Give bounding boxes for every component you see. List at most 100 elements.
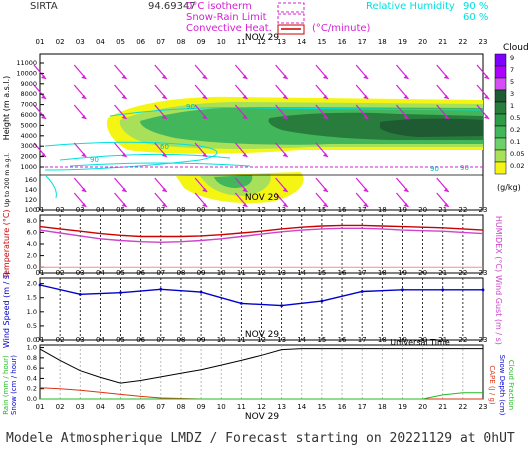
wind-speed-point	[481, 288, 485, 292]
rain-hour-13: 13	[277, 336, 286, 344]
wind-hour-15: 15	[317, 269, 326, 277]
top-hour-label-21: 21	[438, 38, 447, 46]
panel2-ylabel: Temperature (°C)	[2, 209, 11, 279]
bottom-hour-09: 09	[197, 403, 206, 411]
temp-tick-0.0: 0.0	[27, 263, 37, 271]
bottom-hour-04: 04	[96, 403, 105, 411]
bottom-hour-13: 13	[277, 403, 286, 411]
wind-hour-18: 18	[378, 269, 387, 277]
wind-arrow-head	[242, 153, 248, 157]
wind-hour-08: 08	[176, 269, 185, 277]
top-hour-label-08: 08	[176, 38, 185, 46]
wind-arrow-head	[121, 115, 127, 119]
rain-hour-07: 07	[156, 336, 165, 344]
temp-hour-20: 20	[418, 206, 427, 214]
panel4-xlabel: Universal Time	[390, 338, 450, 347]
wind-arrow-head	[242, 115, 248, 119]
rain-hour-06: 06	[136, 336, 145, 344]
wind-arrow-head	[41, 95, 46, 99]
colorbar: 9 7 5 3 1 0.5 0.2 0.1 0.05 0.02	[494, 53, 524, 175]
top-hour-label-19: 19	[398, 38, 407, 46]
temp-hour-19: 19	[398, 206, 407, 214]
top-hour-label-14: 14	[297, 38, 306, 46]
wind-arrow-head	[121, 188, 127, 192]
top-hour-label-20: 20	[418, 38, 427, 46]
rain-hour-01: 01	[36, 336, 45, 344]
top-hour-label-23: 23	[479, 38, 488, 46]
top-hour-label-15: 15	[317, 38, 326, 46]
wind-arrow-head	[363, 115, 369, 119]
temp-tick-2.0: 2.0	[27, 252, 37, 260]
wind-arrow-head	[322, 153, 328, 157]
temp-hour-11: 11	[237, 206, 246, 214]
isotherm-legend-label: 0°C isotherm	[186, 1, 252, 12]
rain-hour-17: 17	[358, 336, 367, 344]
cloud-contour-low-dark	[214, 175, 253, 188]
panel3-ylabel: Wind Speed (m / s)	[2, 272, 11, 348]
wind-arrow-head	[322, 95, 328, 99]
temp-tick-4.0: 4.0	[27, 240, 37, 248]
colorbar-tick-1: 7	[510, 66, 514, 74]
bottom-hour-22: 22	[458, 403, 467, 411]
bottom-hour-23: 23	[479, 403, 488, 411]
convective-legend-label: Convective Heat.	[186, 23, 272, 34]
wind-arrow-head	[282, 95, 288, 99]
wind-speed-point	[320, 299, 324, 303]
wind-arrow-head	[202, 115, 208, 119]
agl-tick-140: 140	[25, 186, 37, 194]
height-tick-7000: 7000	[20, 101, 37, 109]
top-hour-label-13: 13	[277, 38, 286, 46]
cloud-fraction-line	[40, 392, 483, 400]
bottom-hour-17: 17	[358, 403, 367, 411]
panel4-ylabel-capc: CAPE (J / g)	[488, 365, 496, 405]
wind-arrow-head	[403, 75, 409, 79]
panel3-ylabel-right: Wind Gust (m / s)	[494, 275, 503, 345]
wind-arrow-head	[81, 203, 87, 207]
wind-arrow-head	[161, 203, 167, 207]
wind-arrow-head	[121, 153, 127, 157]
wind-arrow-head	[81, 188, 87, 192]
temp-hour-05: 05	[116, 206, 125, 214]
colorbar-swatch	[494, 53, 507, 67]
wind-arrow-head	[322, 203, 328, 207]
wind-hour-19: 19	[398, 269, 407, 277]
agl-tick-100: 100	[25, 206, 37, 214]
top-hour-label-03: 03	[76, 38, 85, 46]
wind-arrow-head	[282, 115, 288, 119]
wind-arrow-head	[484, 75, 489, 79]
height-tick-1000: 1000	[20, 163, 37, 171]
temp-hour-10: 10	[217, 206, 226, 214]
height-tick-2000: 2000	[20, 153, 37, 161]
top-hour-label-07: 07	[156, 38, 165, 46]
bottom-hour-05: 05	[116, 403, 125, 411]
colorbar-swatch	[494, 65, 507, 79]
wind-arrow-head	[202, 95, 208, 99]
wind-arrow-head	[121, 95, 127, 99]
rain-hour-22: 22	[458, 336, 467, 344]
panel1-ylabel: Height (m a.s.l.)	[2, 76, 11, 141]
top-hour-label-16: 16	[338, 38, 347, 46]
wind-hour-11: 11	[237, 269, 246, 277]
colorbar-swatch	[494, 77, 507, 91]
temp-hour-03: 03	[76, 206, 85, 214]
convective-legend-unit: (°C/minute)	[312, 23, 371, 34]
panel4-date: NOV 29	[245, 412, 279, 422]
panel1-y-axis: 11000 10000 9000 8000 7000 6000 5000 4000 3000 20…	[16, 59, 483, 214]
wind-arrow-head	[242, 75, 248, 79]
wind-arrow-head	[443, 203, 449, 207]
coord-value: 94.69347	[148, 1, 196, 12]
wind-arrow-head	[161, 153, 167, 157]
wind-arrow-head	[161, 188, 167, 192]
bottom-hour-12: 12	[257, 403, 266, 411]
wind-arrow-head	[484, 115, 489, 119]
snowrain-legend-swatch	[277, 13, 305, 24]
rain-tick-0.6: 0.6	[27, 364, 37, 372]
rain-hour-21: 21	[438, 336, 447, 344]
wind-arrow-head	[202, 75, 208, 79]
height-tick-10000: 10000	[16, 69, 37, 77]
wind-arrow-head	[41, 75, 46, 79]
temp-tick-8.0: 8.0	[27, 217, 37, 225]
panel3-date: NOV 29	[245, 330, 279, 340]
wind-hour-03: 03	[76, 269, 85, 277]
wind-arrow-head	[202, 188, 208, 192]
